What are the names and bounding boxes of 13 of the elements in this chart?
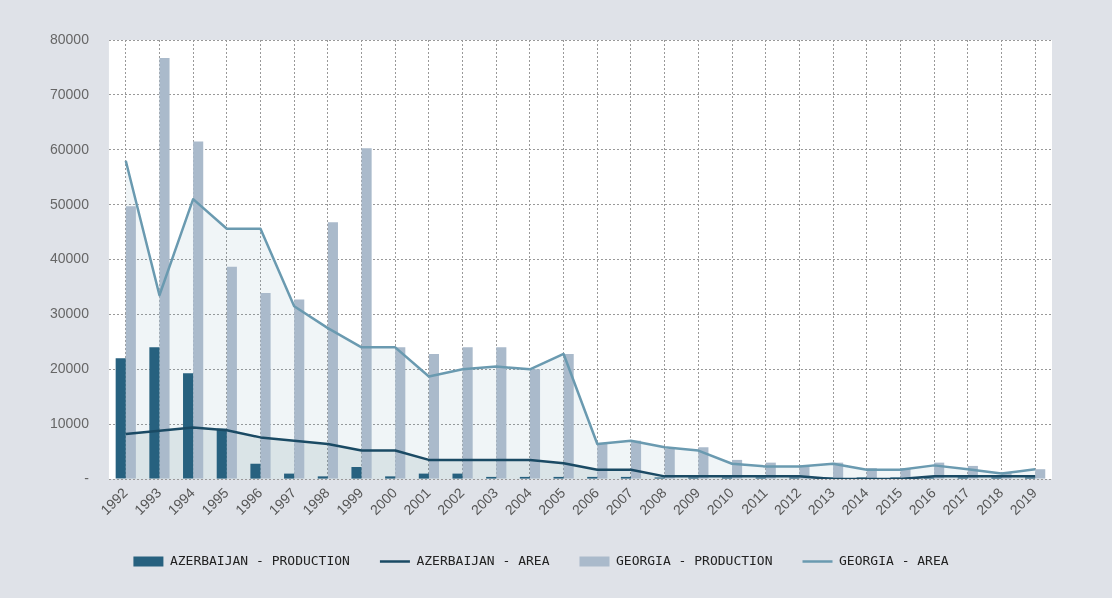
legend-label: AZERBAIJAN - PRODUCTION (169, 552, 350, 568)
legend-label: GEORGIA - AREA (839, 552, 949, 568)
y-tick-label: 60000 (49, 140, 90, 157)
legend-label: AZERBAIJAN - AREA (416, 552, 550, 568)
legend-label: GEORGIA - PRODUCTION (615, 552, 773, 568)
y-tick-label: 70000 (49, 85, 90, 102)
y-tick-label: 30000 (49, 305, 90, 322)
y-tick-label: 20000 (49, 360, 90, 377)
y-tick-label: 80000 (49, 30, 90, 47)
y-tick-label: - (84, 469, 90, 486)
y-tick-label: 10000 (49, 415, 90, 432)
y-tick-label: 40000 (49, 250, 90, 267)
y-tick-label: 50000 (49, 195, 90, 212)
